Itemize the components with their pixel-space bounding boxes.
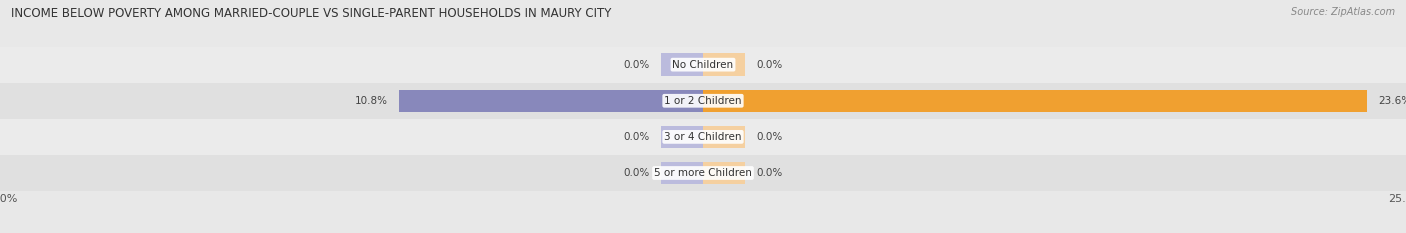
Bar bbox=[703, 126, 745, 148]
Bar bbox=[0, 47, 1406, 83]
Bar bbox=[703, 89, 1367, 112]
Text: 5 or more Children: 5 or more Children bbox=[654, 168, 752, 178]
Text: 0.0%: 0.0% bbox=[623, 60, 650, 70]
Text: No Children: No Children bbox=[672, 60, 734, 70]
Bar bbox=[661, 126, 703, 148]
Text: 0.0%: 0.0% bbox=[756, 132, 783, 142]
Bar bbox=[661, 53, 703, 76]
Bar bbox=[0, 83, 1406, 119]
Text: 0.0%: 0.0% bbox=[756, 168, 783, 178]
Bar bbox=[0, 155, 1406, 191]
Text: 0.0%: 0.0% bbox=[623, 132, 650, 142]
Text: 10.8%: 10.8% bbox=[356, 96, 388, 106]
Bar bbox=[0, 119, 1406, 155]
Text: 1 or 2 Children: 1 or 2 Children bbox=[664, 96, 742, 106]
Text: Source: ZipAtlas.com: Source: ZipAtlas.com bbox=[1291, 7, 1395, 17]
Text: 3 or 4 Children: 3 or 4 Children bbox=[664, 132, 742, 142]
Text: 23.6%: 23.6% bbox=[1378, 96, 1406, 106]
Bar bbox=[399, 89, 703, 112]
Text: INCOME BELOW POVERTY AMONG MARRIED-COUPLE VS SINGLE-PARENT HOUSEHOLDS IN MAURY C: INCOME BELOW POVERTY AMONG MARRIED-COUPL… bbox=[11, 7, 612, 20]
Text: 0.0%: 0.0% bbox=[623, 168, 650, 178]
Bar bbox=[703, 162, 745, 184]
Bar bbox=[661, 162, 703, 184]
Text: 0.0%: 0.0% bbox=[756, 60, 783, 70]
Bar bbox=[703, 53, 745, 76]
